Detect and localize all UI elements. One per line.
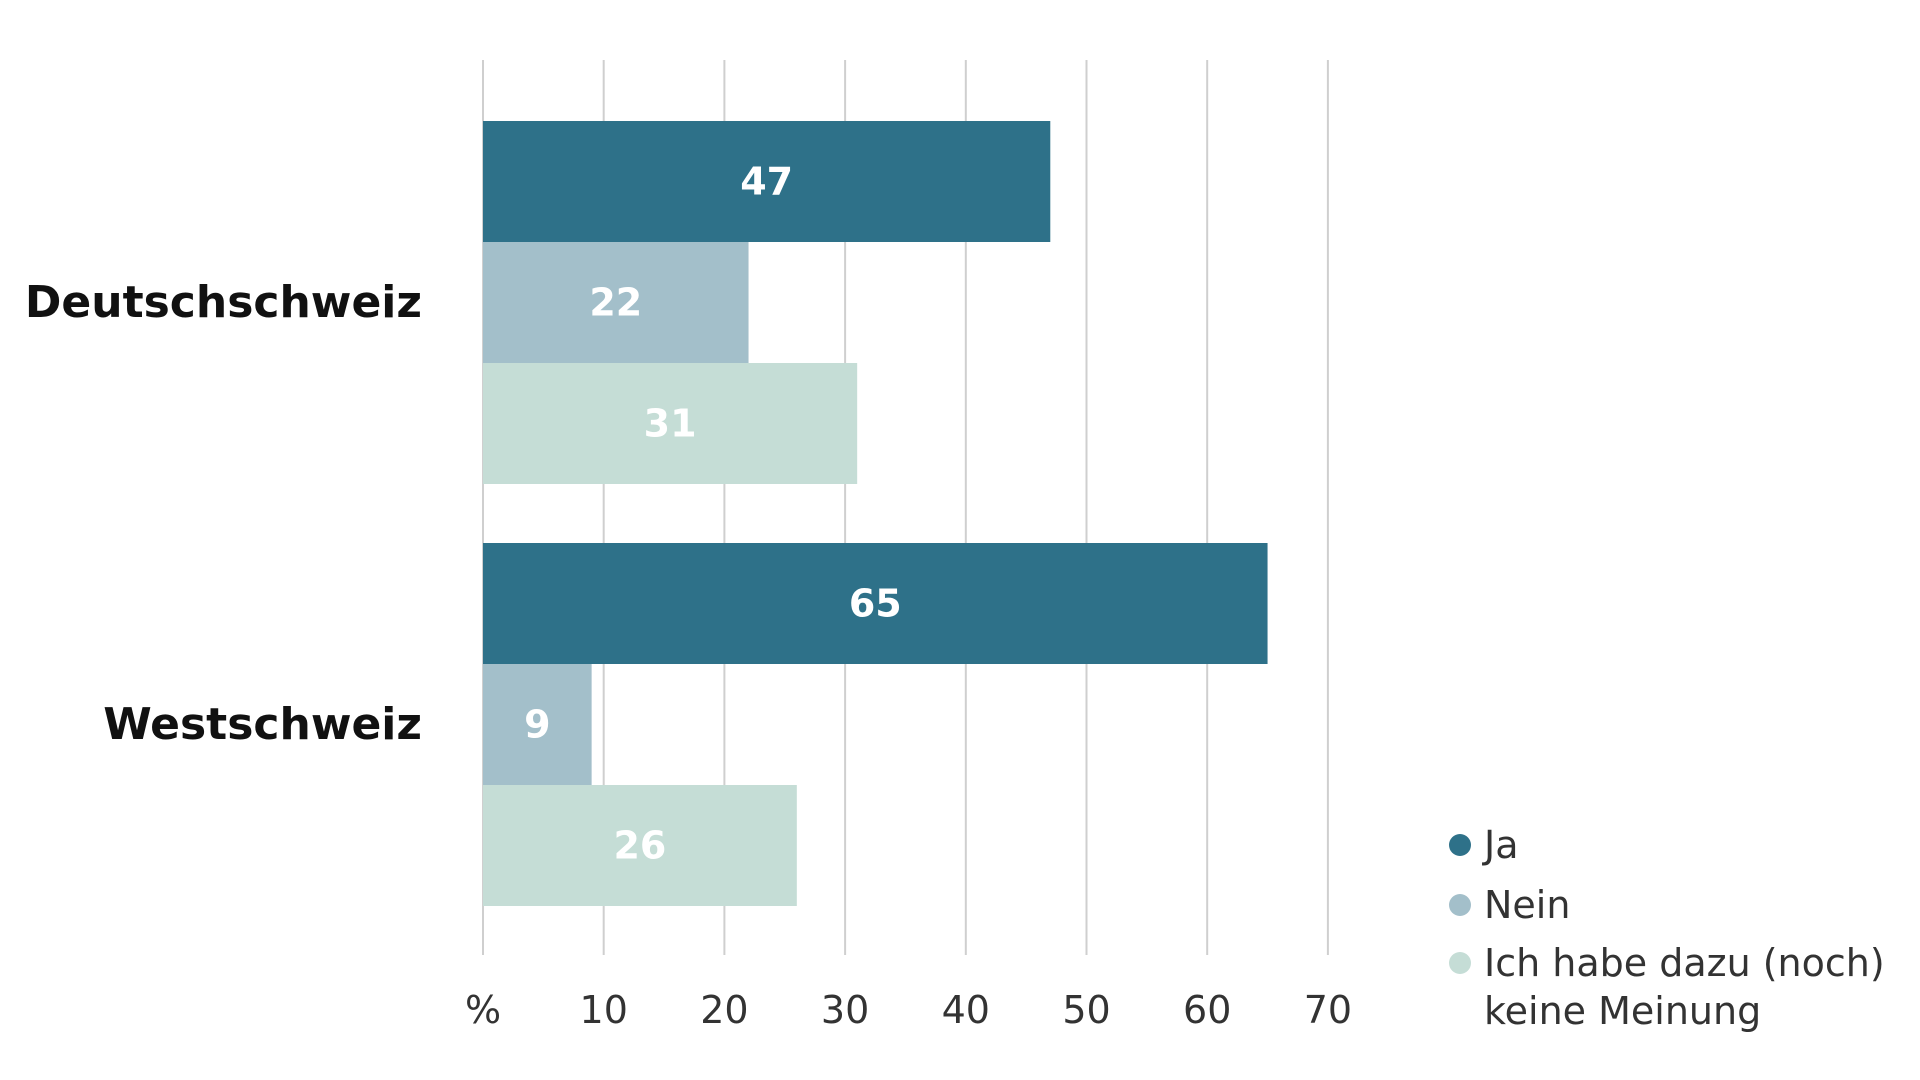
x-tick-label: 30 [821,988,869,1032]
category-label: Westschweiz [103,699,422,750]
x-tick-label: 60 [1183,988,1231,1032]
bar-value-label: 31 [644,402,697,446]
bar [483,543,1268,664]
bar [483,664,592,785]
legend-label: Nein [1484,883,1570,927]
bar [483,363,858,484]
legend-label: Ja [1482,823,1519,867]
bar-value-label: 47 [740,160,793,204]
bar [483,121,1051,242]
bar-value-label: 26 [613,824,666,868]
category-label: Deutschschweiz [25,277,422,328]
bar [483,242,749,363]
x-tick-label: 70 [1304,988,1352,1032]
x-axis-tick-labels: % 10 20 30 40 50 60 70 [465,988,1352,1032]
x-tick-label: 40 [942,988,990,1032]
bar [483,785,797,906]
x-tick-label: 10 [580,988,628,1032]
x-tick-label: 50 [1062,988,1110,1032]
bar-value-label: 22 [589,281,642,325]
legend: Ja Nein Ich habe dazu (noch)keine Meinung [1449,823,1885,1033]
legend-marker [1449,952,1471,974]
x-tick-label: 20 [700,988,748,1032]
bar-value-label: 65 [849,582,902,626]
legend-marker [1449,834,1471,856]
legend-label: Ich habe dazu (noch) [1484,941,1885,985]
x-tick-label: % [465,988,501,1032]
legend-label: keine Meinung [1484,989,1761,1033]
bar-value-label: 9 [524,703,550,747]
bars: 47 22 31 65 9 26 [483,121,1268,906]
category-labels: Deutschschweiz Westschweiz [25,277,422,750]
legend-marker [1449,894,1471,916]
